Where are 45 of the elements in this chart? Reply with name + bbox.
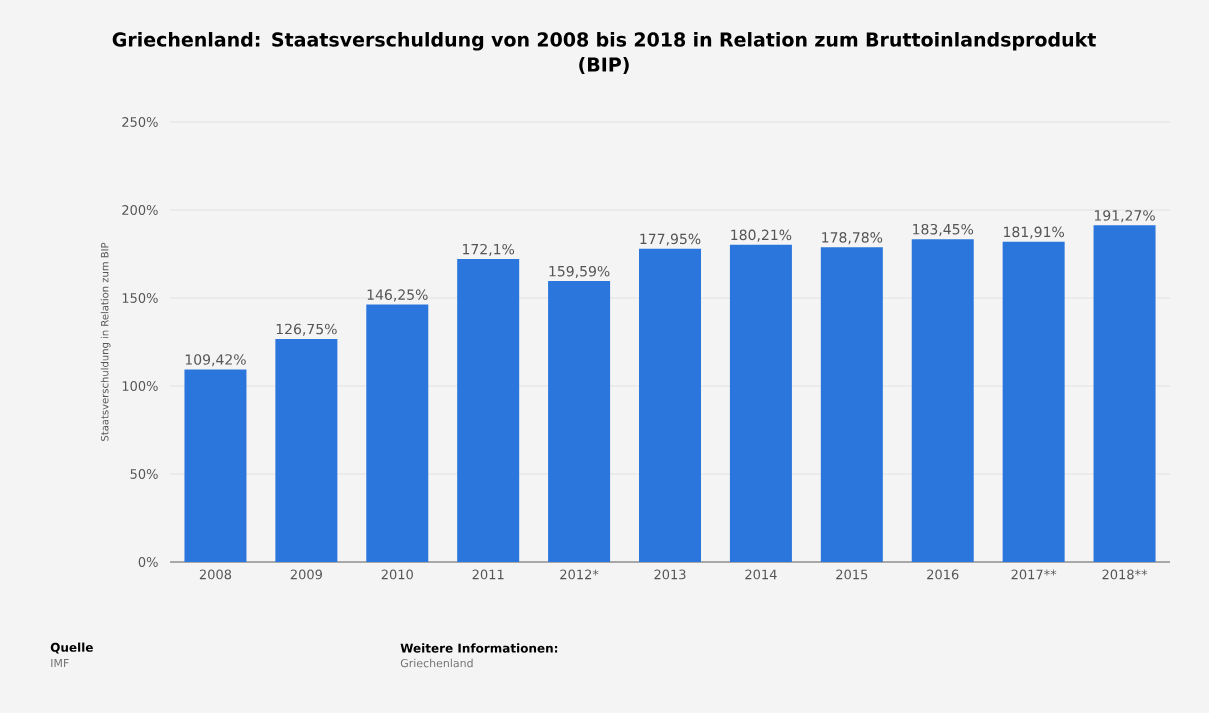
text: Quelle bbox=[50, 642, 93, 654]
data-label: 109,42% bbox=[185, 354, 246, 367]
x-tick-label: 2017** bbox=[1011, 569, 1057, 580]
bar bbox=[366, 304, 429, 562]
text: Griechenland bbox=[400, 658, 473, 668]
x-tick-label: 2012* bbox=[560, 569, 599, 580]
y-axis-title: Staatsverschuldung in Relation zum BIP bbox=[100, 242, 111, 441]
text: IMF bbox=[51, 659, 69, 668]
y-tick-label: 50% bbox=[130, 469, 158, 479]
chart-title: Griechenland: Staatsverschuldung von 2008 bis 2018 in Relation zum Bruttoinlandsprodukt (BIP) bbox=[112, 32, 1096, 74]
bar bbox=[820, 247, 883, 562]
data-label: 126,75% bbox=[276, 323, 337, 336]
x-tick-label: 2015 bbox=[836, 569, 868, 580]
data-label: 181,91% bbox=[1004, 226, 1064, 239]
bar bbox=[1002, 241, 1065, 562]
y-tick-label: 0% bbox=[138, 557, 158, 567]
data-label: 191,27% bbox=[1094, 210, 1155, 223]
bar bbox=[911, 239, 974, 562]
data-label: 159,59% bbox=[549, 265, 610, 278]
data-label: 180,21% bbox=[731, 229, 792, 242]
x-tick-label: 2013 bbox=[654, 569, 686, 580]
data-label: 177,95% bbox=[640, 233, 701, 246]
bar bbox=[1093, 225, 1156, 562]
x-tick-label: 2014 bbox=[745, 569, 777, 580]
bar bbox=[548, 281, 611, 562]
x-tick-label: 2009 bbox=[290, 569, 322, 580]
y-tick-label: 100% bbox=[122, 381, 158, 391]
x-tick-label: 2010 bbox=[381, 569, 413, 580]
x-tick-label: 2018** bbox=[1102, 569, 1148, 580]
bar bbox=[639, 248, 702, 562]
data-label: 183,45% bbox=[913, 223, 974, 236]
x-tick-label: 2008 bbox=[199, 569, 232, 580]
bar bbox=[457, 259, 520, 562]
y-tick-label: 250% bbox=[122, 117, 158, 127]
x-tick-label: 2011 bbox=[472, 569, 504, 580]
y-tick-label: 150% bbox=[122, 293, 158, 303]
data-label: 146,25% bbox=[367, 289, 428, 302]
data-label: 178,78% bbox=[822, 232, 883, 245]
x-tick-label: 2016 bbox=[927, 569, 959, 580]
bar bbox=[729, 244, 792, 562]
y-tick-label: 200% bbox=[122, 205, 158, 215]
text: Weitere Informationen: bbox=[400, 643, 558, 653]
bar bbox=[184, 369, 247, 562]
data-label: 172,1% bbox=[463, 243, 515, 256]
bar bbox=[275, 338, 338, 562]
